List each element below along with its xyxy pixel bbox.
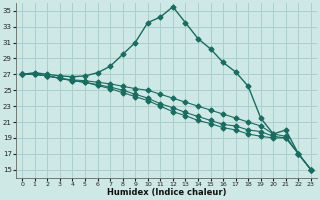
- X-axis label: Humidex (Indice chaleur): Humidex (Indice chaleur): [107, 188, 226, 197]
